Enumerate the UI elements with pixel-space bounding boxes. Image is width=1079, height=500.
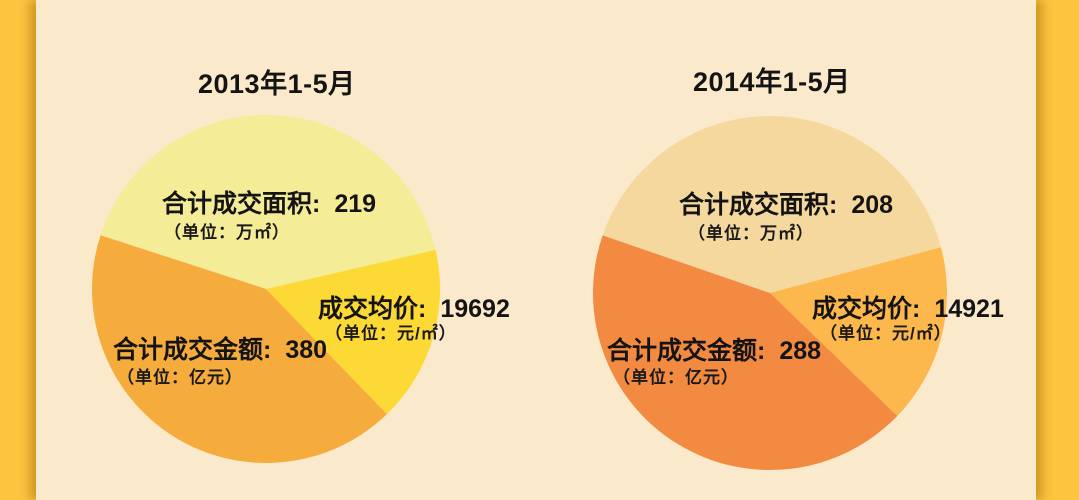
price-label-2014: 成交均价: 14921 — [812, 289, 1004, 325]
pie-slice-area — [602, 116, 941, 293]
area-label-text-2013: 合计成交面积: — [162, 190, 321, 218]
pie-slice-amount — [593, 235, 898, 470]
area-value-2014: 208 — [851, 191, 894, 219]
area-unit-2014: （单位：万㎡） — [688, 224, 814, 243]
pie-chart-2014 — [593, 116, 947, 470]
price-label-text-2014: 成交均价: — [812, 295, 921, 323]
price-label-2013: 成交均价: 19692 — [318, 289, 510, 325]
amount-value-2013: 380 — [285, 336, 328, 364]
area-label-text-2014: 合计成交面积: — [679, 191, 838, 219]
price-unit-2014: （单位：元/㎡） — [820, 324, 952, 343]
area-value-2013: 219 — [334, 190, 377, 218]
pie-slice-amount — [92, 235, 387, 463]
amount-unit-2013: （单位：亿元） — [117, 368, 243, 387]
price-label-text-2013: 成交均价: — [318, 295, 427, 323]
chart-title-2014: 2014年1-5月 — [693, 67, 851, 97]
chart-title-2013: 2013年1-5月 — [198, 69, 356, 99]
area-label-2013: 合计成交面积: 219 — [162, 184, 376, 220]
area-unit-2013: （单位：万㎡） — [164, 223, 290, 242]
amount-label-text-2013: 合计成交金额: — [113, 336, 272, 364]
price-unit-2013: （单位：元/㎡） — [325, 324, 457, 343]
amount-value-2014: 288 — [779, 337, 822, 365]
amount-unit-2014: （单位：亿元） — [613, 368, 739, 387]
price-value-2014: 14921 — [934, 295, 1004, 323]
area-label-2014: 合计成交面积: 208 — [679, 185, 893, 221]
amount-label-text-2014: 合计成交金额: — [607, 337, 766, 365]
price-value-2013: 19692 — [440, 295, 510, 323]
amount-label-2013: 合计成交金额: 380 — [113, 330, 327, 366]
amount-label-2014: 合计成交金额: 288 — [607, 331, 821, 367]
pie-slice-price — [770, 247, 947, 416]
pie-chart-2013 — [92, 115, 440, 463]
pie-slice-area — [100, 115, 436, 289]
pie-slice-price — [266, 249, 440, 415]
